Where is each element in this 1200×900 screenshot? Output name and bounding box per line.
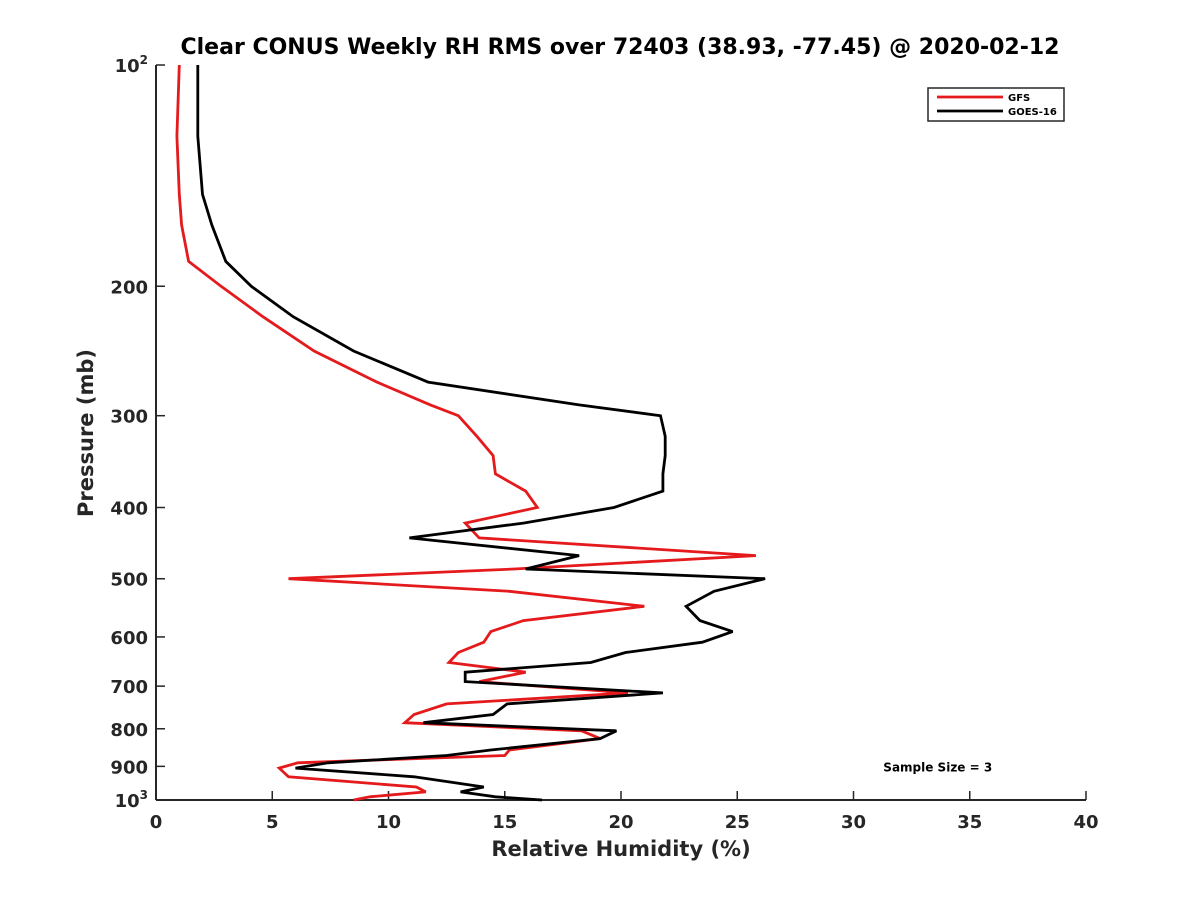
y-tick-label: 700 <box>110 677 148 698</box>
x-tick-label: 30 <box>841 812 866 833</box>
x-tick-label: 10 <box>376 812 401 833</box>
legend-box <box>927 87 1065 122</box>
y-tick-label: 200 <box>110 277 148 298</box>
annotations: Sample Size = 3 <box>883 760 992 774</box>
y-tick-label: 900 <box>110 757 148 778</box>
y-tick-label: 300 <box>110 407 148 428</box>
y-tick-exponent: 3 <box>140 788 148 802</box>
x-axis-label: Relative Humidity (%) <box>491 837 750 861</box>
x-tick-label: 35 <box>957 812 982 833</box>
y-tick-label: 400 <box>110 499 148 520</box>
x-tick-label: 15 <box>492 812 517 833</box>
y-tick-base: 10 <box>115 791 140 812</box>
sample-size-annotation: Sample Size = 3 <box>883 760 992 774</box>
y-tick-base: 10 <box>115 56 140 77</box>
y-tick-label: 103 <box>115 788 148 812</box>
legend-label: GOES-16 <box>1008 107 1057 118</box>
y-tick-label: 800 <box>110 720 148 741</box>
x-tick-label: 0 <box>150 812 163 833</box>
y-axis-label: Pressure (mb) <box>74 349 98 517</box>
y-tick-label: 500 <box>110 570 148 591</box>
series-layer <box>175 64 766 802</box>
x-tick-label: 5 <box>266 812 279 833</box>
x-axis-ticks: 0 5 10 15 20 25 30 35 40 <box>150 791 1099 833</box>
y-tick-exponent: 2 <box>140 53 148 67</box>
series-line-gfs <box>175 64 756 802</box>
series-line-goes-16 <box>196 65 766 802</box>
x-tick-label: 40 <box>1073 812 1098 833</box>
legend-label: GFS <box>1008 93 1030 104</box>
x-tick-label: 20 <box>608 812 633 833</box>
y-tick-label: 102 <box>115 53 148 77</box>
x-tick-label: 25 <box>725 812 750 833</box>
legend: GFS GOES-16 <box>927 87 1065 122</box>
chart-title: Clear CONUS Weekly RH RMS over 72403 (38… <box>181 35 1060 60</box>
y-tick-label: 600 <box>110 628 148 649</box>
